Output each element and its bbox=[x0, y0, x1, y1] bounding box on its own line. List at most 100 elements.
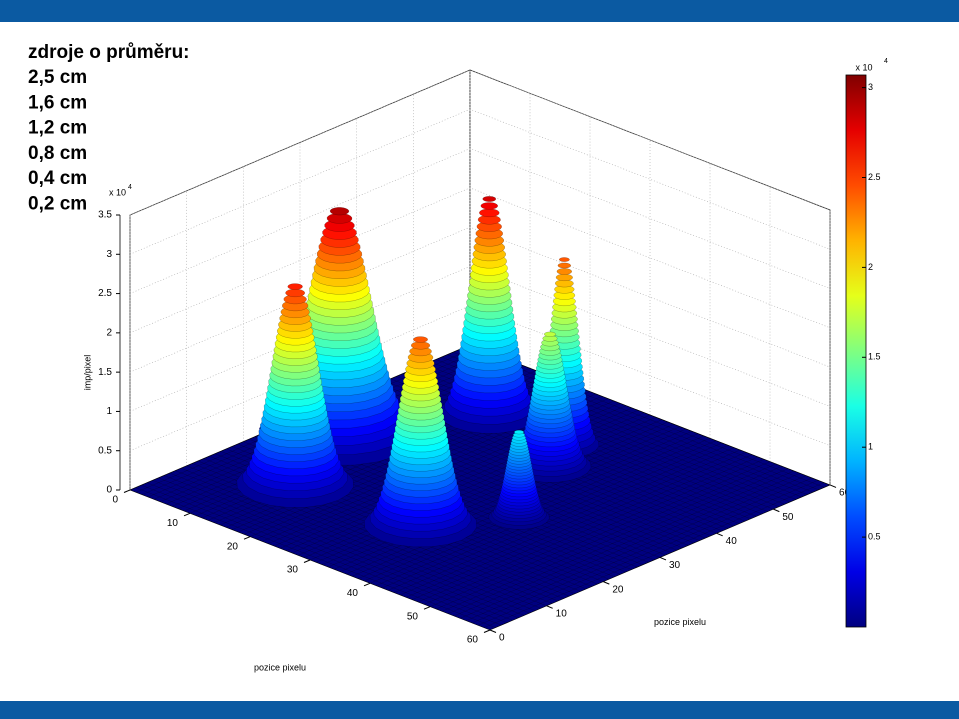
surface-slice bbox=[410, 341, 431, 350]
colorbar-multiplier: x 10 bbox=[855, 62, 872, 72]
x-tick bbox=[183, 512, 191, 517]
surface-slice bbox=[559, 257, 570, 262]
y-tick-label: 0 bbox=[499, 633, 505, 644]
colorbar-exponent: 4 bbox=[884, 58, 888, 65]
x-tick bbox=[483, 629, 491, 633]
mesh-line bbox=[483, 482, 825, 628]
size-item: 2,5 cm bbox=[28, 67, 87, 88]
x-tick-label: 20 bbox=[227, 541, 239, 552]
size-item: 0,8 cm bbox=[28, 143, 87, 164]
plot: 00.511.522.533.5x 104imp/pixel0102030405… bbox=[82, 58, 888, 673]
mesh-line bbox=[327, 421, 669, 568]
surface-slice bbox=[477, 214, 501, 225]
z-tick-label: 0.5 bbox=[98, 445, 112, 456]
z-exponent: 4 bbox=[128, 184, 132, 191]
size-item: 0,4 cm bbox=[28, 168, 87, 189]
x-tick bbox=[423, 606, 431, 610]
surface-peak bbox=[508, 331, 592, 483]
surface-slice bbox=[413, 336, 428, 343]
surface-slice bbox=[514, 429, 524, 435]
y-tick-label: 40 bbox=[726, 536, 738, 547]
z-tick-label: 2.5 bbox=[98, 288, 112, 299]
y-tick-label: 60 bbox=[839, 488, 851, 499]
mesh-line bbox=[141, 484, 502, 626]
mesh-line bbox=[381, 442, 723, 589]
z-multiplier: x 10 bbox=[109, 187, 126, 197]
y-tick-label: 20 bbox=[612, 584, 624, 595]
y-tick bbox=[659, 557, 667, 561]
mesh-line bbox=[169, 472, 530, 614]
z-tick-label: 1 bbox=[106, 406, 112, 417]
y-tick-label: 50 bbox=[782, 512, 794, 523]
surface-slice bbox=[555, 279, 574, 288]
mesh-line bbox=[163, 475, 525, 616]
mesh-line bbox=[405, 452, 747, 598]
mesh-line bbox=[459, 473, 801, 619]
heading: zdroje o průměru: bbox=[28, 42, 190, 63]
x-tick-label: 50 bbox=[407, 611, 419, 622]
surface-slice bbox=[554, 285, 575, 294]
mesh-line bbox=[175, 470, 536, 611]
footer-bar bbox=[0, 701, 959, 719]
y-label: pozice pixelu bbox=[654, 617, 706, 627]
x-tick bbox=[363, 582, 371, 587]
mesh-line bbox=[321, 419, 663, 565]
surface-slice bbox=[557, 262, 571, 269]
x-tick-label: 60 bbox=[467, 635, 479, 646]
colorbar-tick-label: 1 bbox=[868, 442, 873, 452]
surface-slice bbox=[512, 432, 526, 438]
mesh-line bbox=[435, 463, 777, 610]
z-tick-label: 1.5 bbox=[98, 367, 112, 378]
z-tick-label: 3 bbox=[106, 249, 112, 260]
surface-slice bbox=[285, 288, 305, 298]
colorbar-tick-label: 2.5 bbox=[868, 172, 881, 182]
surface-slice bbox=[555, 273, 573, 282]
mesh-line bbox=[399, 449, 741, 596]
y-tick bbox=[603, 581, 610, 585]
y-tick bbox=[773, 508, 780, 513]
surface-slice bbox=[409, 346, 432, 357]
surface-peak bbox=[488, 429, 550, 530]
size-item: 0,2 cm bbox=[28, 194, 87, 215]
y-tick bbox=[829, 484, 837, 488]
grid-line bbox=[129, 187, 831, 334]
mesh-line bbox=[146, 482, 508, 623]
mesh-line bbox=[453, 470, 795, 617]
surface-slice bbox=[480, 202, 498, 210]
surface-slice bbox=[326, 213, 353, 224]
y-tick-label: 10 bbox=[556, 608, 568, 619]
surface-slice bbox=[542, 335, 558, 342]
mesh-line bbox=[387, 445, 729, 591]
y-tick bbox=[489, 629, 497, 633]
x-label: pozice pixelu bbox=[254, 662, 306, 672]
size-item: 1,2 cm bbox=[28, 118, 87, 139]
colorbar-tick-label: 0.5 bbox=[868, 531, 881, 541]
x-tick bbox=[243, 536, 251, 540]
surface-peak bbox=[236, 283, 354, 508]
size-item: 1,6 cm bbox=[28, 92, 87, 113]
surface-slice bbox=[479, 208, 500, 218]
z-tick-label: 2 bbox=[106, 327, 112, 338]
colorbar bbox=[845, 74, 867, 628]
surface-slice bbox=[553, 290, 576, 300]
surface-slice bbox=[552, 296, 576, 307]
x-tick-label: 40 bbox=[347, 588, 359, 599]
grid-line bbox=[129, 69, 831, 216]
mesh-line bbox=[315, 417, 657, 563]
mesh-line bbox=[411, 454, 753, 600]
mesh-line bbox=[471, 477, 813, 624]
mesh-line bbox=[447, 468, 789, 614]
surface-slice bbox=[476, 221, 502, 232]
surface-slice bbox=[324, 219, 355, 232]
colorbar-tick-label: 2 bbox=[868, 262, 873, 272]
z-tick-label: 0 bbox=[106, 485, 112, 496]
x-tick-label: 0 bbox=[112, 495, 118, 506]
mesh-line bbox=[393, 447, 735, 593]
header-bar bbox=[0, 0, 959, 22]
surface-slice bbox=[287, 283, 303, 290]
colorbar-tick-label: 1.5 bbox=[868, 352, 881, 362]
surface-slice bbox=[544, 331, 556, 337]
surface-slice bbox=[283, 294, 307, 305]
y-tick-label: 30 bbox=[669, 560, 681, 571]
